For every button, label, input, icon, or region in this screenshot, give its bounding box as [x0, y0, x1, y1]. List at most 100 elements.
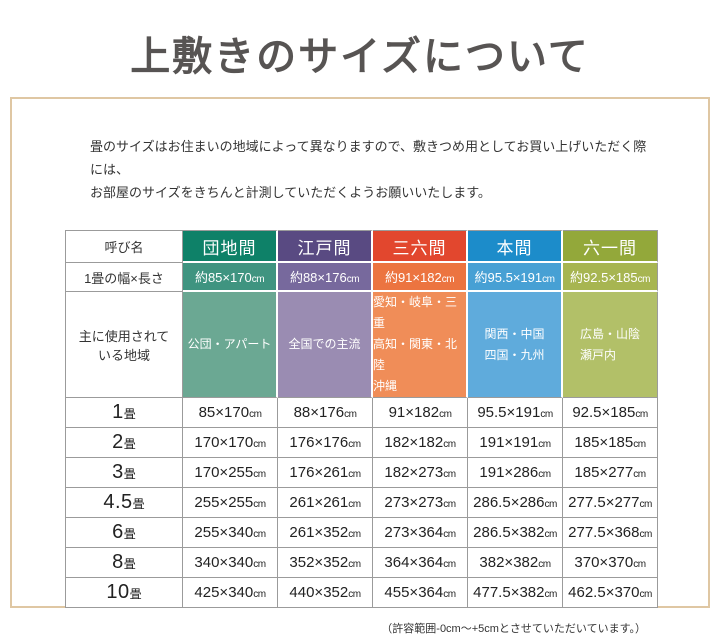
value-cell-4-4: 277.5×368cm [563, 518, 658, 548]
cm-unit: cm [348, 499, 361, 510]
cm-unit: cm [637, 274, 651, 285]
row-label-3jo: 3畳 [65, 458, 183, 488]
value-cell-3-1: 261×261cm [278, 488, 373, 518]
content-frame: 畳のサイズはお住まいの地域によって異なりますので、敷きつめ用としてお買い上げいた… [10, 97, 710, 635]
cm-unit: cm [443, 469, 456, 480]
cm-unit: cm [348, 469, 361, 480]
table-row: 6畳 255×340cm 261×352cm 273×364cm 286.5×382cm… [65, 518, 658, 548]
value-cell-0-4: 92.5×185cm [563, 398, 658, 428]
value-cell-4-0: 255×340cm [183, 518, 278, 548]
cm-unit: cm [538, 559, 551, 570]
cm-unit: cm [538, 469, 551, 480]
value-cell-1-4: 185×185cm [563, 428, 658, 458]
region-cell-3: 関西・中国 四国・九州 [468, 292, 563, 398]
value-cell-5-4: 370×370cm [563, 548, 658, 578]
cm-unit: cm [635, 409, 648, 420]
cm-unit: cm [443, 589, 456, 600]
cm-unit: cm [348, 589, 361, 600]
mat-count: 4.5 [103, 491, 133, 513]
value-cell-6-2: 455×364cm [373, 578, 468, 608]
cm-unit: cm [542, 274, 555, 285]
value-cell-5-3: 382×382cm [468, 548, 563, 578]
cm-unit: cm [633, 439, 646, 450]
corner-cell: 呼び名 [65, 230, 183, 263]
cm-unit: cm [253, 589, 266, 600]
value-cell-6-1: 440×352cm [278, 578, 373, 608]
table-row: 1畳 85×170cm 88×176cm 91×182cm 95.5×191cm 92.5… [65, 398, 658, 428]
cm-unit: cm [538, 439, 551, 450]
value-cell-6-0: 425×340cm [183, 578, 278, 608]
region-lines: 広島・山陰 瀬戸内 [579, 326, 640, 362]
mat-count: 6 [112, 521, 124, 543]
cm-unit: cm [443, 499, 456, 510]
jo-unit: 畳 [123, 467, 136, 481]
page-title: 上敷きのサイズについて [130, 34, 590, 79]
intro-line-2: お部屋のサイズをきちんと計測していただくようお願いいたします。 [90, 185, 491, 200]
region-lines: 全国での主流 [288, 337, 361, 351]
cm-unit: cm [639, 589, 652, 600]
jo-unit: 畳 [123, 557, 136, 571]
cm-unit: cm [251, 274, 265, 285]
cm-unit: cm [253, 499, 266, 510]
intro-text: 畳のサイズはお住まいの地域によって異なりますので、敷きつめ用としてお買い上げいた… [12, 99, 708, 204]
table-row: 8畳 340×340cm 352×352cm 364×364cm 382×382cm 37… [65, 548, 658, 578]
table-header-row: 呼び名 団地間 江戸間 三六間 本間 六一間 [65, 230, 658, 263]
mat-count: 8 [112, 551, 124, 573]
mat-count: 10 [106, 581, 130, 603]
region-lines: 公団・アパート [187, 337, 272, 351]
cm-unit: cm [443, 439, 456, 450]
value-cell-4-1: 261×352cm [278, 518, 373, 548]
region-row-label: 主に使用されて いる地域 [65, 292, 183, 398]
value-cell-1-3: 191×191cm [468, 428, 563, 458]
value-cell-0-1: 88×176cm [278, 398, 373, 428]
value-cell-1-0: 170×170cm [183, 428, 278, 458]
cm-unit: cm [346, 274, 360, 285]
cm-unit: cm [639, 499, 652, 510]
cm-unit: cm [639, 529, 652, 540]
column-header-2: 三六間 [373, 230, 468, 263]
size-cell-4: 約92.5×185cm [563, 263, 658, 292]
jo-unit: 畳 [123, 527, 136, 541]
table-row: 2畳 170×170cm 176×176cm 182×182cm 191×191cm 18… [65, 428, 658, 458]
value-cell-3-4: 277.5×277cm [563, 488, 658, 518]
tolerance-note: （許容範囲-0cm～+5cmとさせていただいています。） [381, 623, 646, 635]
column-header-1: 江戸間 [278, 230, 373, 263]
value-cell-4-2: 273×364cm [373, 518, 468, 548]
jo-unit: 畳 [132, 497, 145, 511]
value-cell-2-0: 170×255cm [183, 458, 278, 488]
cm-unit: cm [443, 529, 456, 540]
row-label-6jo: 6畳 [65, 518, 183, 548]
mat-count: 1 [112, 401, 124, 423]
cm-unit: cm [540, 409, 553, 420]
value-cell-5-0: 340×340cm [183, 548, 278, 578]
cm-unit: cm [253, 529, 266, 540]
value-cell-1-1: 176×176cm [278, 428, 373, 458]
value-cell-4-3: 286.5×382cm [468, 518, 563, 548]
column-header-4: 六一間 [563, 230, 658, 263]
table-row: 10畳 425×340cm 440×352cm 455×364cm 477.5×382c… [65, 578, 658, 608]
value-cell-2-3: 191×286cm [468, 458, 563, 488]
cm-unit: cm [439, 409, 452, 420]
mat-size-row: 1畳の幅×長さ 約85×170cm 約88×176cm 約91×182cm 約95.5×… [65, 263, 658, 292]
size-cell-1: 約88×176cm [278, 263, 373, 292]
value-cell-2-1: 176×261cm [278, 458, 373, 488]
region-cell-2: 愛知・岐阜・三重 高知・関東・北陸 沖縄 [373, 292, 468, 398]
size-cell-0: 約85×170cm [183, 263, 278, 292]
value-cell-6-3: 477.5×382cm [468, 578, 563, 608]
cm-unit: cm [348, 529, 361, 540]
region-cell-4: 広島・山陰 瀬戸内 [563, 292, 658, 398]
cm-unit: cm [249, 409, 262, 420]
region-cell-1: 全国での主流 [278, 292, 373, 398]
cm-unit: cm [544, 589, 557, 600]
table-row: 3畳 170×255cm 176×261cm 182×273cm 191×286cm 18… [65, 458, 658, 488]
cm-unit: cm [348, 439, 361, 450]
value-cell-2-4: 185×277cm [563, 458, 658, 488]
region-cell-0: 公団・アパート [183, 292, 278, 398]
cm-unit: cm [544, 529, 557, 540]
size-cell-2: 約91×182cm [373, 263, 468, 292]
row-label-4.5jo: 4.5畳 [65, 488, 183, 518]
value-cell-3-2: 273×273cm [373, 488, 468, 518]
cm-unit: cm [253, 439, 266, 450]
value-cell-5-2: 364×364cm [373, 548, 468, 578]
mat-count: 3 [112, 461, 124, 483]
